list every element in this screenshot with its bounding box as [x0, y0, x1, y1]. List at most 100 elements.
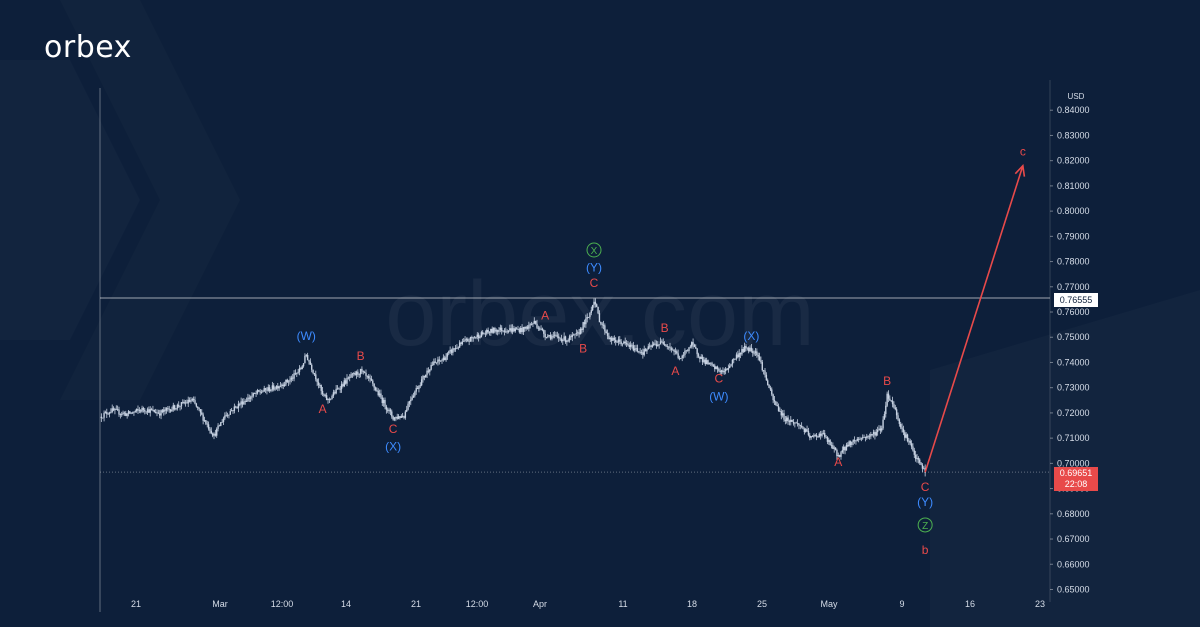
- candle: [634, 345, 636, 353]
- candle: [688, 347, 690, 354]
- candle: [278, 385, 280, 391]
- candle: [548, 334, 550, 338]
- candle: [205, 419, 207, 426]
- candle-body: [608, 335, 610, 340]
- candle: [853, 436, 856, 444]
- candle-body: [726, 368, 728, 370]
- candle: [431, 361, 434, 366]
- candle: [828, 437, 830, 445]
- candle: [411, 394, 413, 401]
- candle-body: [685, 350, 687, 352]
- candle-body: [476, 334, 478, 337]
- candle: [415, 385, 417, 395]
- candle-body: [752, 350, 754, 354]
- candle: [188, 397, 191, 403]
- candle: [905, 432, 907, 439]
- candle: [663, 341, 666, 347]
- candle-body: [152, 409, 154, 411]
- candle-body: [559, 337, 561, 339]
- candle-body: [137, 409, 139, 411]
- candle-body: [304, 355, 306, 364]
- candle-body: [886, 393, 888, 406]
- candle-body: [201, 412, 203, 415]
- candle: [916, 454, 918, 463]
- candle-body: [434, 361, 436, 363]
- candle-body: [586, 317, 588, 319]
- candle: [798, 423, 800, 430]
- wave-label: (Y): [917, 495, 933, 509]
- candle-body: [507, 330, 510, 332]
- candle: [110, 408, 112, 414]
- candle-body: [264, 388, 267, 390]
- y-tick-label: 0.72000: [1057, 408, 1090, 418]
- candle: [228, 414, 230, 419]
- candle: [806, 425, 808, 432]
- candle: [244, 399, 246, 405]
- wave-label: B: [661, 321, 669, 335]
- candle-body: [391, 411, 393, 417]
- current-price-tag: 0.69651 22:08: [1054, 467, 1098, 491]
- candle-body: [783, 413, 785, 420]
- candle: [408, 400, 411, 408]
- candle: [761, 359, 763, 372]
- candle-body: [111, 408, 113, 413]
- candle-body: [923, 468, 925, 470]
- candle: [226, 412, 229, 418]
- candle: [844, 446, 846, 455]
- candle-body: [248, 397, 250, 399]
- candle-body: [216, 428, 218, 436]
- candle: [445, 353, 447, 362]
- candle: [695, 344, 697, 349]
- candle-body: [278, 386, 280, 389]
- candle-body: [776, 405, 778, 407]
- candle-body: [237, 403, 240, 409]
- candle: [919, 458, 921, 465]
- candle-body: [758, 356, 761, 361]
- candle-body: [814, 435, 816, 436]
- candle: [705, 357, 708, 365]
- candle-body: [864, 437, 867, 438]
- candle-body: [568, 336, 571, 341]
- wave-label: (X): [385, 440, 401, 454]
- candle: [600, 321, 602, 326]
- x-tick-label: 11: [618, 599, 627, 609]
- candle-body: [791, 419, 793, 422]
- candle-body: [325, 395, 328, 401]
- candle: [499, 324, 502, 333]
- candle-body: [887, 393, 890, 399]
- candle: [601, 321, 603, 329]
- candle: [392, 415, 394, 421]
- candle: [167, 406, 169, 412]
- candle: [889, 395, 891, 402]
- candle: [453, 348, 455, 352]
- candle-body: [316, 379, 318, 383]
- candle-body: [867, 436, 869, 438]
- candle: [475, 336, 477, 340]
- candle: [325, 392, 328, 401]
- candle-body: [283, 384, 286, 386]
- candle: [787, 415, 789, 425]
- candle: [666, 344, 668, 350]
- candle: [211, 432, 214, 438]
- candle: [848, 440, 850, 447]
- candle-body: [743, 346, 746, 352]
- candle-body: [705, 360, 708, 365]
- candle: [387, 407, 389, 413]
- candle-body: [148, 409, 150, 413]
- candle: [293, 370, 295, 382]
- candle-body: [635, 348, 637, 349]
- candle: [251, 391, 253, 401]
- candle-body: [518, 329, 521, 333]
- candle: [154, 408, 157, 414]
- candle: [784, 416, 787, 425]
- candle-body: [473, 337, 476, 339]
- candle: [476, 332, 478, 340]
- candle: [168, 405, 170, 413]
- candle: [699, 356, 701, 363]
- candle-body: [378, 393, 381, 396]
- candle-body: [453, 348, 455, 350]
- candle: [492, 327, 495, 334]
- candle: [727, 364, 730, 373]
- candle: [214, 429, 217, 437]
- candle: [433, 358, 435, 366]
